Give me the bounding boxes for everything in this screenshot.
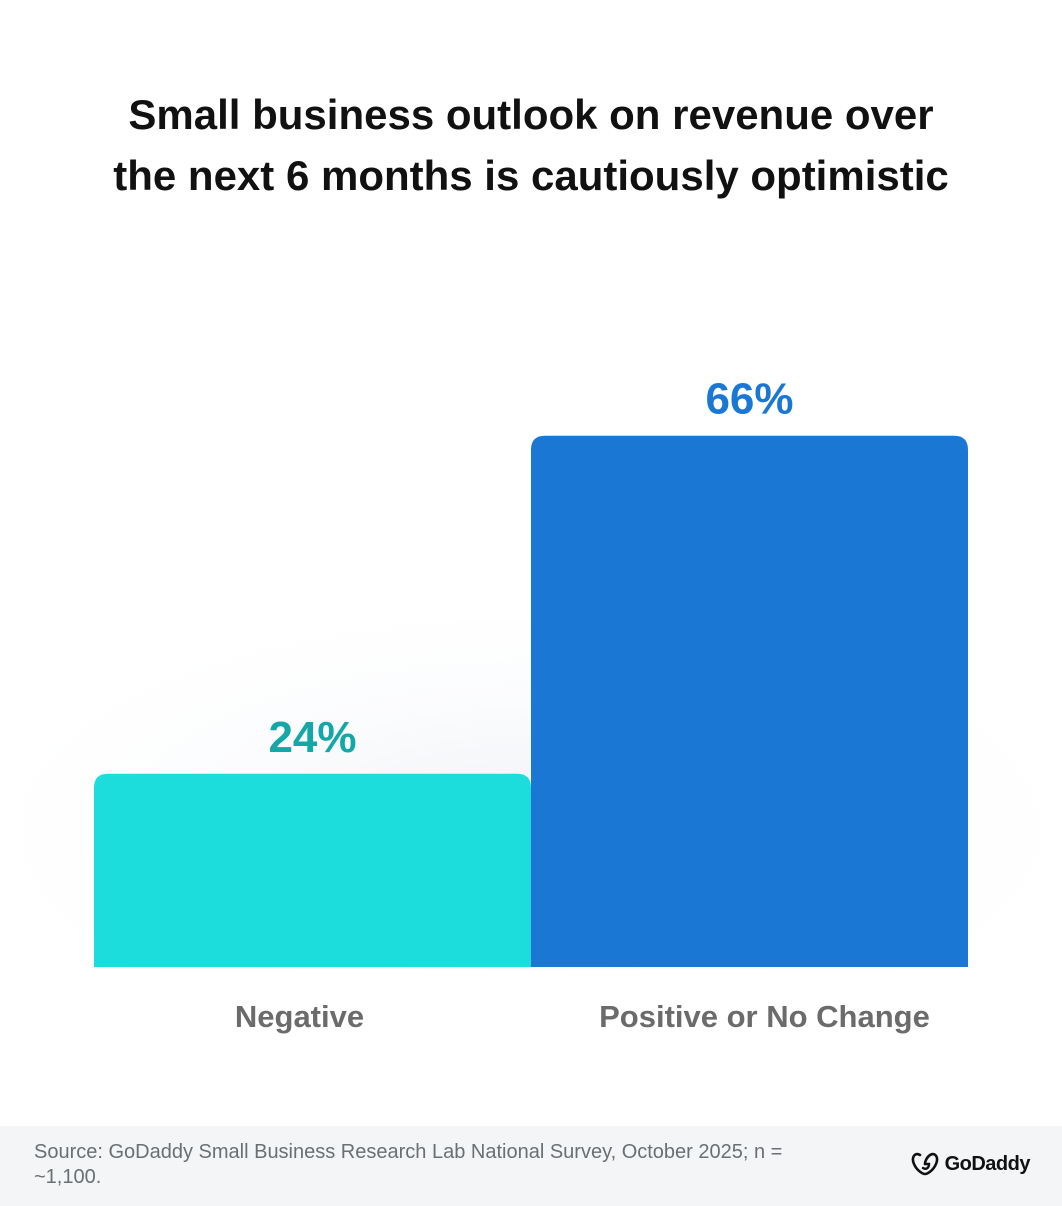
chart-title-line-1: Small business outlook on revenue over xyxy=(128,91,934,138)
bar-1 xyxy=(531,435,968,967)
source-note: Source: GoDaddy Small Business Research … xyxy=(34,1141,783,1188)
godaddy-logo-icon xyxy=(911,1152,938,1176)
category-label-0: Negative xyxy=(235,999,364,1034)
chart-title-line-2: the next 6 months is cautiously optimist… xyxy=(113,152,949,199)
godaddy-logo: GoDaddy xyxy=(911,1152,1031,1176)
data-label-0: 24% xyxy=(268,713,356,762)
footer: Source: GoDaddy Small Business Research … xyxy=(0,1126,1062,1206)
bar-0 xyxy=(94,773,531,967)
godaddy-logo-text: GoDaddy xyxy=(944,1152,1031,1175)
data-label-1: 66% xyxy=(705,375,793,424)
category-label-1: Positive or No Change xyxy=(599,999,930,1034)
chart-title: Small business outlook on revenue over t… xyxy=(0,84,1062,206)
bar-chart: 24% Negative 66% Positive or No Change xyxy=(94,375,968,1034)
